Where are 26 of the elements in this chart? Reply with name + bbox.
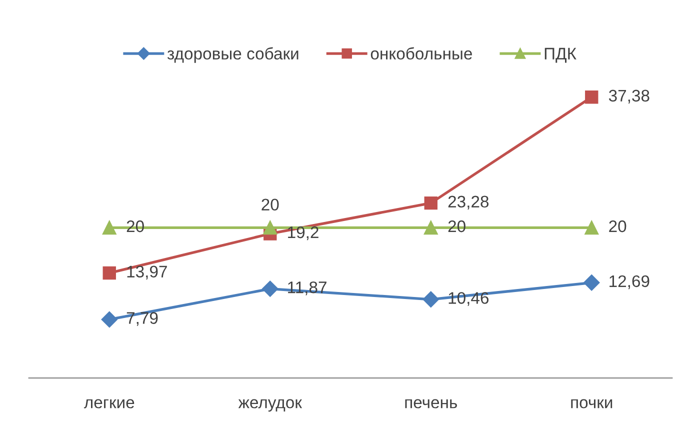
point: [585, 90, 598, 104]
legend-label: здоровые собаки: [167, 47, 298, 63]
data-label: 13,97: [127, 266, 167, 280]
point: [102, 266, 116, 280]
point: [584, 274, 600, 291]
point: [424, 220, 438, 235]
x-tick-label: печень: [405, 399, 457, 408]
point: [422, 291, 439, 308]
point: [102, 220, 116, 235]
data-label: 37,38: [608, 90, 650, 104]
legend-label: ПДК: [544, 48, 576, 63]
data-label: 20: [262, 198, 279, 211]
data-label: 7,79: [126, 312, 158, 326]
data-label: 23,28: [448, 196, 489, 210]
data-label: 19,2: [288, 226, 318, 240]
x-tick-label: почки: [571, 399, 612, 408]
data-label: 20: [609, 220, 626, 232]
point: [584, 220, 599, 235]
legend-label: онкобольные: [370, 47, 472, 60]
x-tick-label: желудок: [238, 399, 302, 412]
data-label: 12,69: [610, 275, 650, 290]
point: [262, 280, 278, 297]
point: [263, 220, 278, 235]
point: [101, 311, 118, 328]
x-tick-label: легкие: [84, 399, 134, 408]
point: [424, 196, 438, 210]
